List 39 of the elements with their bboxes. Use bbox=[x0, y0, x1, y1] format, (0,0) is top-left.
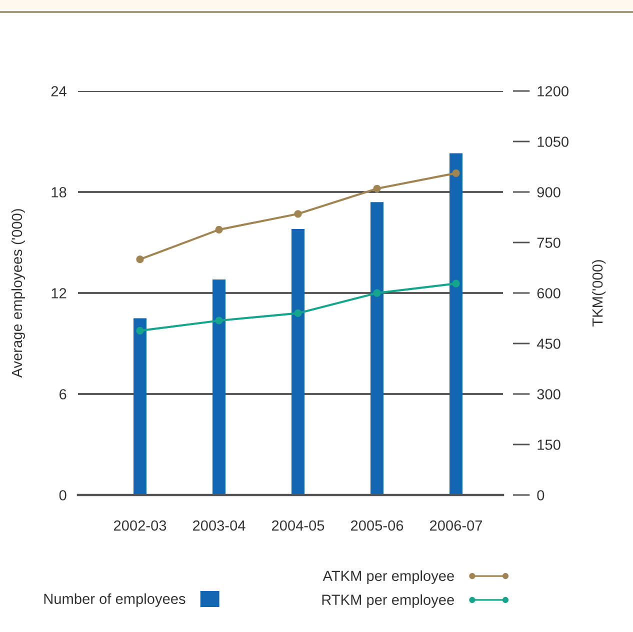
x-tick-label: 2004-05 bbox=[272, 520, 324, 531]
point bbox=[215, 226, 223, 234]
y2-tick-label: 0 bbox=[537, 490, 544, 500]
y2-tick-label: 1200 bbox=[538, 86, 568, 96]
legend-label: RTKM per employee bbox=[322, 594, 454, 608]
y2-tick-label: 600 bbox=[537, 288, 560, 298]
y2-tick-label: 150 bbox=[538, 440, 560, 450]
y-axis-title: Average employees ('000) bbox=[11, 209, 25, 378]
x-tick-label: 2005-06 bbox=[350, 520, 404, 531]
point bbox=[294, 210, 302, 218]
y2-tick-label: 450 bbox=[536, 338, 560, 349]
point bbox=[373, 184, 381, 192]
y2-axis-title: TKM('000) bbox=[592, 260, 606, 326]
y-tick-label: 24 bbox=[51, 86, 66, 96]
bar bbox=[133, 318, 147, 495]
point bbox=[373, 289, 381, 297]
y-tick-label: 12 bbox=[52, 288, 66, 298]
bar bbox=[212, 280, 226, 495]
legend-label: ATKM per employee bbox=[322, 570, 454, 584]
point bbox=[452, 280, 460, 288]
y2-tick-label: 750 bbox=[537, 238, 560, 248]
y-tick-label: 6 bbox=[60, 389, 66, 400]
point bbox=[136, 326, 144, 335]
point bbox=[215, 316, 223, 324]
legend-label: Number of employees bbox=[44, 593, 186, 607]
point bbox=[136, 256, 144, 264]
x-tick-label: 2002-03 bbox=[114, 520, 166, 531]
bar bbox=[449, 153, 463, 495]
y-tick-label: 18 bbox=[52, 187, 66, 198]
point bbox=[452, 169, 460, 177]
y2-tick-label: 300 bbox=[537, 389, 560, 400]
y2-tick-label: 1050 bbox=[538, 136, 568, 147]
point bbox=[294, 309, 302, 318]
bar bbox=[291, 229, 305, 495]
y2-tick-label: 900 bbox=[537, 187, 560, 198]
bar bbox=[370, 202, 384, 495]
x-tick-label: 2003-04 bbox=[192, 520, 246, 531]
y-tick-label: 0 bbox=[59, 490, 66, 500]
x-tick-label: 2006-07 bbox=[430, 520, 482, 531]
